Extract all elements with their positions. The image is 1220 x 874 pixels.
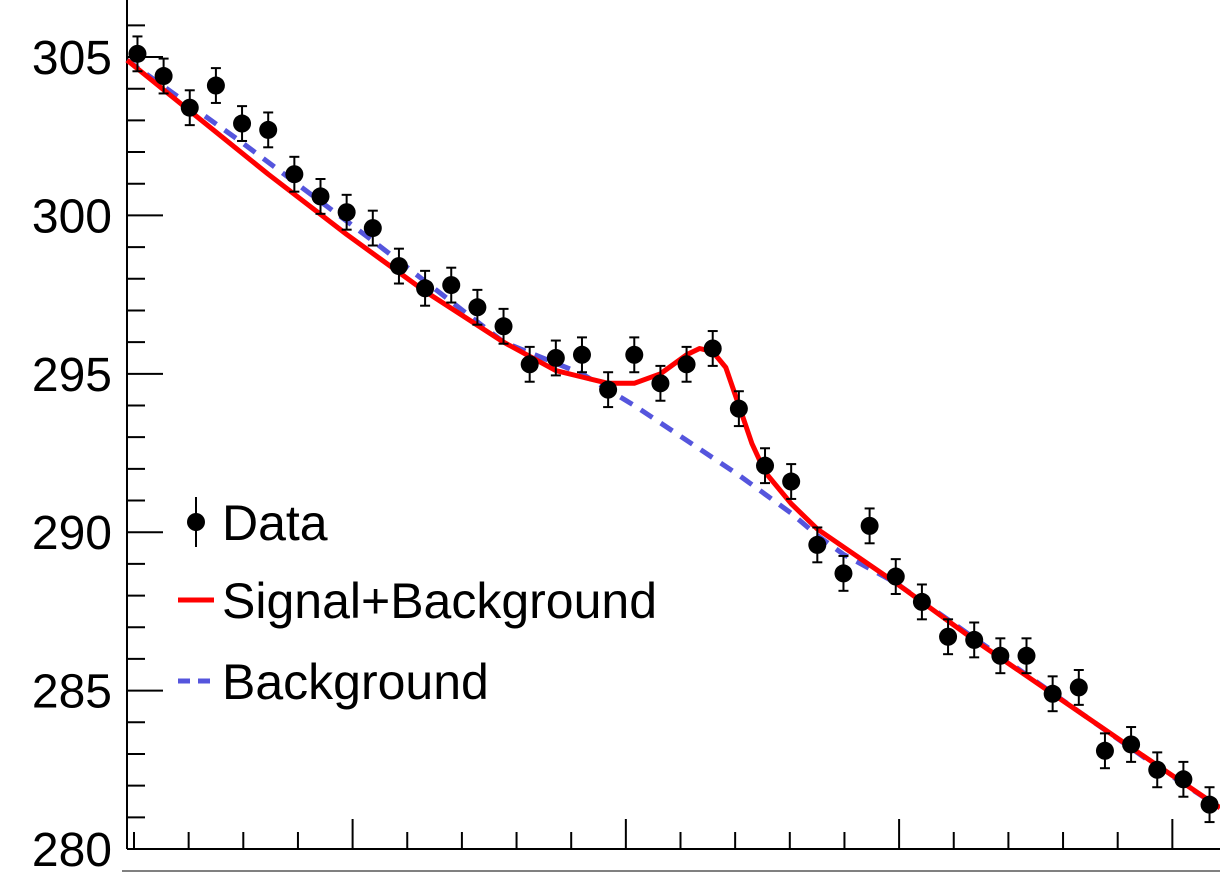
y-tick-label: 300 [32, 190, 112, 243]
data-point [285, 165, 304, 184]
data-point [912, 592, 931, 611]
legend: Data Signal+Background Background [178, 495, 657, 710]
data-point [546, 348, 565, 367]
data-point [1200, 795, 1219, 814]
y-tick-label: 295 [32, 349, 112, 402]
x-axis [133, 819, 1174, 849]
data-point [1174, 770, 1193, 789]
data-point [311, 187, 330, 206]
y-axis: 305 300 295 290 285 280 [32, 24, 163, 874]
legend-marker-data-point [187, 513, 205, 531]
data-point [756, 456, 775, 475]
data-point [703, 339, 722, 358]
data-point [442, 276, 461, 295]
data-point [1043, 684, 1062, 703]
data-point [128, 44, 147, 63]
data-points [128, 35, 1219, 824]
data-point [1148, 760, 1167, 779]
data-point [625, 345, 644, 364]
data-point [389, 257, 408, 276]
data-point [599, 380, 618, 399]
plot-frame [122, 0, 1220, 872]
legend-label: Background [222, 654, 489, 710]
data-point [782, 472, 801, 491]
data-point [206, 76, 225, 95]
data-point [572, 345, 591, 364]
data-point [337, 203, 356, 222]
data-point [729, 399, 748, 418]
data-point [965, 630, 984, 649]
data-point [416, 279, 435, 298]
y-tick-label: 305 [32, 32, 112, 85]
data-point [1069, 678, 1088, 697]
data-point [233, 114, 252, 133]
data-point [677, 355, 696, 374]
data-point [886, 567, 905, 586]
data-point [834, 564, 853, 583]
data-point [180, 98, 199, 117]
data-point [808, 535, 827, 554]
data-point [1017, 646, 1036, 665]
data-point [468, 298, 487, 317]
data-point [520, 355, 539, 374]
data-point [860, 516, 879, 535]
data-point [154, 67, 173, 86]
data-point [363, 219, 382, 238]
data-point [494, 317, 513, 336]
signal-plus-background-curve [125, 58, 1220, 810]
y-tick-label: 285 [32, 666, 112, 719]
y-tick-label: 280 [32, 824, 112, 874]
fit-curves [125, 58, 1220, 810]
data-point [1122, 735, 1141, 754]
data-point [259, 120, 278, 139]
legend-label: Signal+Background [222, 573, 657, 629]
y-tick-label: 290 [32, 507, 112, 560]
data-point [651, 374, 670, 393]
data-point [991, 646, 1010, 665]
data-point [939, 627, 958, 646]
data-point [1095, 741, 1114, 760]
legend-label: Data [222, 495, 328, 551]
